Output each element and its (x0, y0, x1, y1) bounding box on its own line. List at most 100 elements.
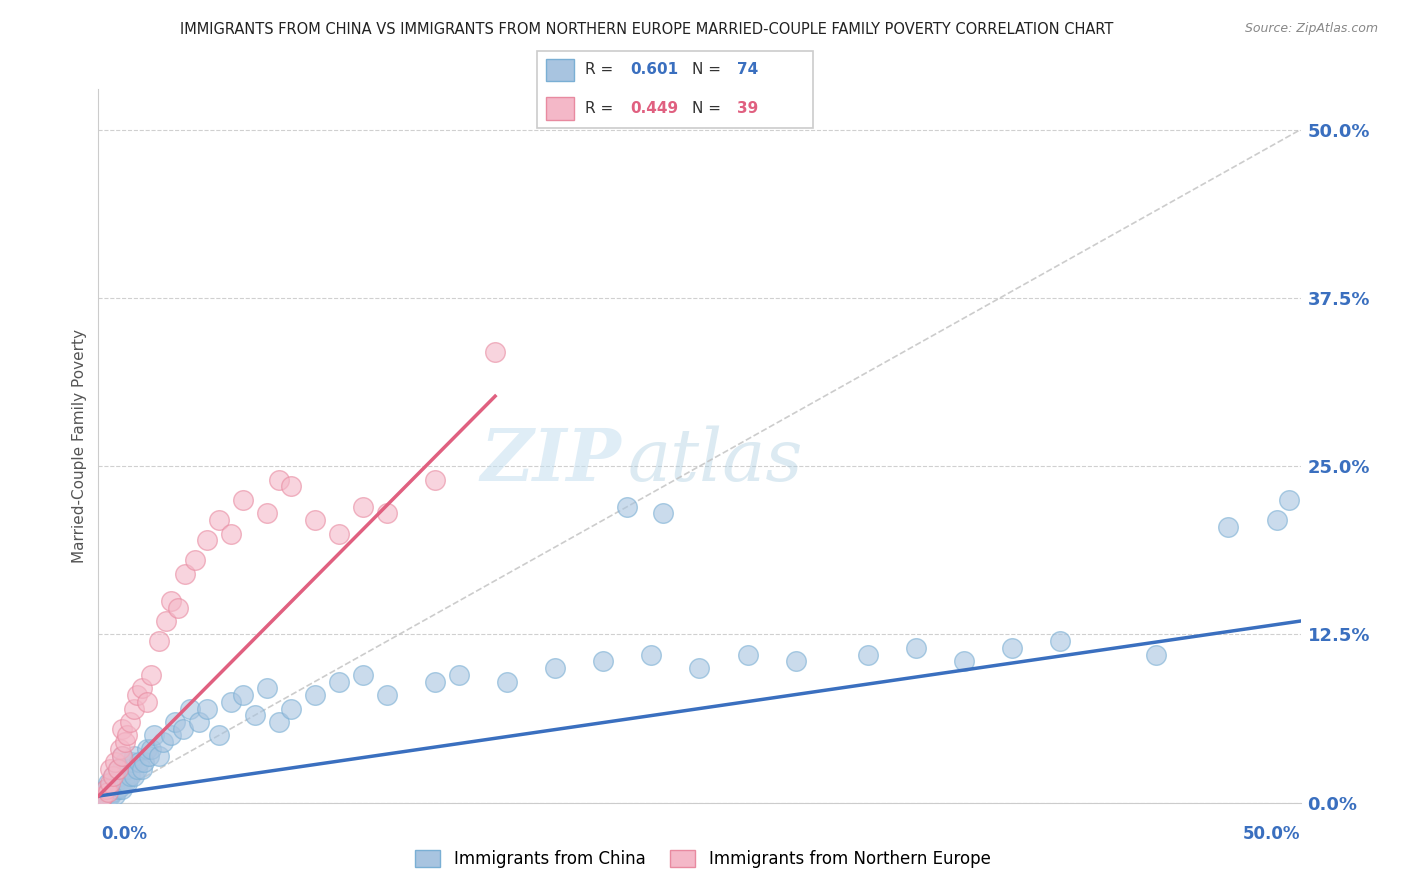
Point (328, 674, 350, 689)
Point (90, 791, 112, 805)
Point (114, 756, 136, 770)
Point (1001, 640, 1024, 655)
Point (352, 500, 374, 514)
Point (142, 729, 165, 743)
Point (117, 729, 139, 743)
Text: ZIP: ZIP (481, 425, 621, 496)
Point (375, 688, 398, 702)
Point (232, 688, 254, 702)
Point (148, 634, 170, 648)
Point (117, 762, 139, 776)
Point (141, 668, 163, 682)
Point (97, 785, 120, 799)
Point (155, 614, 177, 628)
Point (195, 533, 218, 548)
Text: 0.601: 0.601 (630, 62, 678, 78)
Point (107, 782, 129, 797)
Text: R =: R = (585, 62, 619, 78)
Point (447, 668, 470, 682)
Point (375, 506, 398, 520)
Point (652, 506, 675, 520)
Point (219, 695, 242, 709)
Point (131, 762, 153, 776)
Point (183, 553, 205, 567)
Text: 50.0%: 50.0% (1243, 825, 1301, 843)
Point (125, 688, 148, 702)
Point (304, 688, 326, 702)
Text: 74: 74 (737, 62, 758, 78)
Point (101, 785, 124, 799)
Point (423, 674, 446, 689)
Point (104, 756, 127, 770)
Point (124, 769, 146, 783)
Point (124, 748, 146, 763)
Point (188, 714, 211, 729)
Text: IMMIGRANTS FROM CHINA VS IMMIGRANTS FROM NORTHERN EUROPE MARRIED-COUPLE FAMILY P: IMMIGRANTS FROM CHINA VS IMMIGRANTS FROM… (180, 22, 1114, 37)
Point (219, 526, 242, 541)
Point (174, 566, 197, 581)
Point (100, 789, 122, 803)
Point (280, 701, 302, 715)
Point (128, 756, 150, 770)
Point (148, 748, 170, 763)
Point (118, 714, 141, 729)
Point (104, 788, 127, 802)
Point (1277, 492, 1299, 507)
Point (94, 782, 117, 797)
Point (125, 762, 148, 776)
Point (195, 701, 218, 715)
Point (208, 513, 231, 527)
Point (328, 526, 350, 541)
Point (689, 661, 711, 675)
Point (904, 640, 927, 655)
Point (484, 344, 506, 359)
Point (114, 735, 136, 749)
Point (256, 506, 278, 520)
Point (856, 648, 879, 662)
Point (267, 714, 290, 729)
Point (100, 762, 122, 776)
Point (135, 695, 157, 709)
Text: N =: N = (692, 62, 725, 78)
Point (111, 722, 134, 736)
Text: atlas: atlas (627, 425, 803, 496)
Text: 0.449: 0.449 (630, 101, 678, 116)
Text: R =: R = (585, 101, 619, 116)
Point (640, 648, 662, 662)
Point (232, 492, 254, 507)
Point (108, 769, 131, 783)
Text: N =: N = (692, 101, 725, 116)
Point (94, 782, 117, 797)
Point (114, 775, 136, 789)
Y-axis label: Married-Couple Family Poverty: Married-Couple Family Poverty (72, 329, 87, 563)
Point (117, 775, 139, 789)
Text: 39: 39 (737, 101, 758, 116)
Point (90, 793, 112, 807)
Point (166, 600, 188, 615)
Point (138, 748, 160, 763)
Text: 0.0%: 0.0% (101, 825, 148, 843)
Point (152, 735, 174, 749)
Point (352, 668, 374, 682)
Point (104, 775, 127, 789)
Point (785, 655, 807, 669)
Point (1049, 634, 1071, 648)
Point (159, 729, 181, 743)
FancyBboxPatch shape (546, 97, 574, 120)
Point (111, 762, 134, 776)
Point (111, 782, 134, 797)
Point (496, 674, 519, 689)
Point (101, 769, 124, 783)
Point (101, 769, 124, 783)
Point (243, 708, 266, 723)
Point (131, 681, 153, 696)
FancyBboxPatch shape (537, 51, 813, 128)
Point (111, 748, 134, 763)
Point (1218, 520, 1240, 534)
Point (108, 742, 131, 756)
Point (1265, 513, 1288, 527)
Point (97, 790, 120, 805)
Point (135, 742, 157, 756)
Point (100, 775, 122, 789)
Point (1144, 648, 1167, 662)
